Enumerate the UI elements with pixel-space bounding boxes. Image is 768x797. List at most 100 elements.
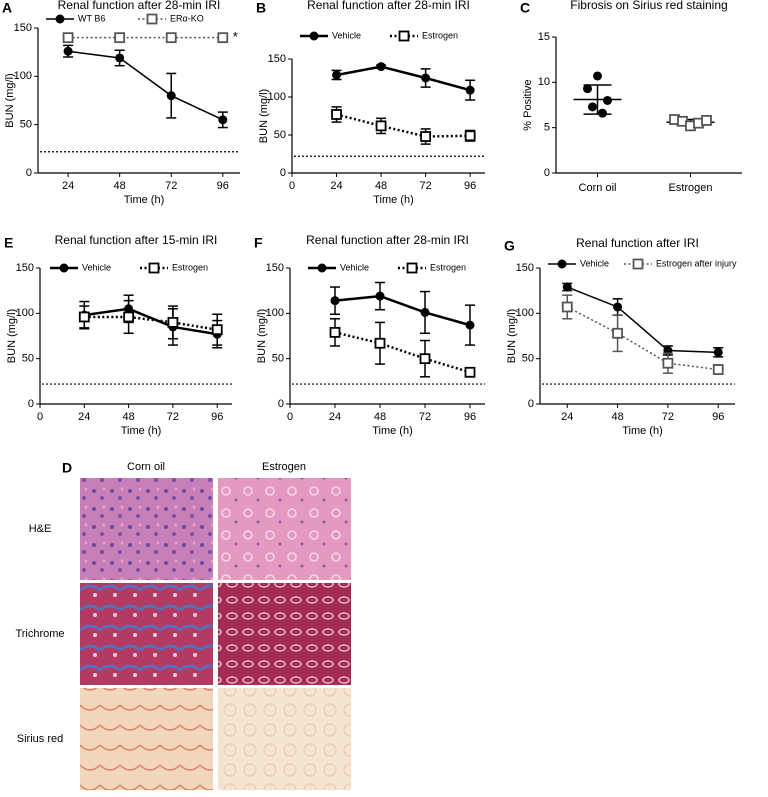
legend-marker: [406, 262, 418, 274]
x-tick-label: 24: [62, 180, 74, 192]
chart-title: Renal function after 28-min IRI: [306, 233, 469, 247]
x-tick-label: 0: [287, 411, 293, 423]
y-axis-label: BUN (mg/l): [256, 309, 268, 363]
data-point: [114, 32, 126, 44]
y-tick-label: 50: [22, 353, 34, 365]
micrograph: [80, 688, 213, 790]
data-point: [329, 326, 341, 338]
data-point: [713, 347, 723, 357]
data-point: [583, 84, 592, 94]
panel-label: D: [62, 460, 72, 476]
x-tick-label: 72: [165, 180, 177, 192]
legend-marker: [398, 30, 410, 42]
x-tick-label: 48: [374, 411, 386, 423]
y-axis-label: BUN (mg/l): [4, 73, 16, 127]
data-point: [588, 102, 597, 112]
y-tick-label: 0: [528, 398, 534, 410]
y-axis-label: BUN (mg/l): [6, 309, 18, 363]
legend-label: Vehicle: [82, 262, 111, 272]
y-tick-label: 0: [28, 398, 34, 410]
x-tick-label: 48: [611, 411, 623, 423]
micrograph: [80, 583, 213, 685]
x-tick-label: 24: [330, 180, 342, 192]
data-point: [62, 32, 74, 44]
x-tick-label: 0: [289, 180, 295, 192]
data-point: [420, 307, 430, 317]
histology-panel: D Corn oil Estrogen H&E Trichrome Sirius…: [15, 460, 351, 790]
micrograph: [218, 583, 351, 685]
legend-label: Estrogen after injury: [656, 258, 737, 268]
data-point: [562, 282, 572, 292]
chart-panel: E Renal function after 15-min IRI BUN (mg/…: [4, 233, 232, 437]
x-axis-label: Time (h): [124, 194, 165, 206]
data-point: [123, 311, 135, 323]
data-point: [166, 91, 176, 101]
y-tick-label: 100: [14, 70, 32, 82]
x-axis-label: Time (h): [373, 194, 414, 206]
column-label: Corn oil: [127, 461, 165, 473]
data-point: [211, 324, 223, 336]
x-tick-label: 72: [167, 411, 179, 423]
data-point: [701, 115, 712, 126]
panel-label: E: [4, 235, 13, 251]
data-point: [331, 109, 342, 120]
series-line: [84, 307, 218, 336]
x-tick-label: 96: [712, 411, 724, 423]
x-tick-label: 96: [217, 180, 229, 192]
y-tick-label: 0: [26, 167, 32, 179]
series-line: [336, 65, 471, 92]
x-tick-label: 24: [78, 411, 90, 423]
y-tick-label: 50: [272, 353, 284, 365]
data-point: [465, 85, 475, 95]
x-tick-label: 24: [561, 411, 573, 423]
chart-panel: C Fibrosis on Sirius red staining % Positi…: [520, 0, 742, 194]
data-point: [218, 115, 228, 125]
chart-title: Renal function after 15-min IRI: [55, 233, 218, 247]
series-line: [67, 50, 224, 121]
annotation: *: [233, 29, 238, 44]
data-point: [217, 32, 229, 44]
chart-title: Renal function after IRI: [576, 236, 699, 250]
chart-title: Fibrosis on Sirius red staining: [570, 0, 727, 12]
y-tick-label: 100: [268, 91, 286, 103]
data-point: [613, 302, 623, 312]
data-point: [662, 357, 674, 369]
series-line: [336, 113, 471, 138]
legend-label: Vehicle: [580, 258, 609, 268]
panel-label: F: [254, 235, 263, 251]
x-axis-label: Time (h): [622, 425, 663, 437]
micrograph: [218, 478, 351, 580]
data-point: [115, 53, 125, 63]
legend-label: Estrogen: [430, 262, 466, 272]
legend-marker: [632, 258, 644, 270]
x-tick-label: 96: [464, 411, 476, 423]
data-point: [375, 291, 385, 301]
series-line: [566, 306, 719, 371]
data-point: [561, 301, 573, 313]
legend-marker: [146, 13, 158, 25]
y-tick-label: 150: [16, 262, 34, 274]
data-point: [612, 327, 623, 339]
legend-marker: [309, 31, 319, 41]
y-tick-label: 50: [274, 129, 286, 141]
x-tick-label: 96: [211, 411, 223, 423]
x-axis-label: Time (h): [121, 425, 162, 437]
y-tick-label: 10: [538, 76, 550, 88]
micrograph: [80, 478, 213, 580]
legend-label: Vehicle: [332, 30, 361, 40]
legend-label: ERα-KO: [170, 13, 204, 23]
x-axis-label: Time (h): [372, 425, 413, 437]
panel-label: A: [2, 0, 12, 16]
x-tick-label: 48: [375, 180, 387, 192]
y-axis-label: BUN (mg/l): [506, 309, 518, 363]
panel-label: G: [504, 238, 515, 254]
legend-label: Estrogen: [422, 30, 458, 40]
y-tick-label: 100: [16, 307, 34, 319]
y-tick-label: 100: [516, 307, 534, 319]
y-tick-label: 150: [14, 22, 32, 34]
x-tick-label: 0: [37, 411, 43, 423]
panel-label: B: [256, 0, 266, 16]
y-tick-label: 15: [538, 31, 550, 43]
chart-panel: G Renal function after IRI BUN (mg/l) 0 50 10…: [504, 236, 737, 437]
